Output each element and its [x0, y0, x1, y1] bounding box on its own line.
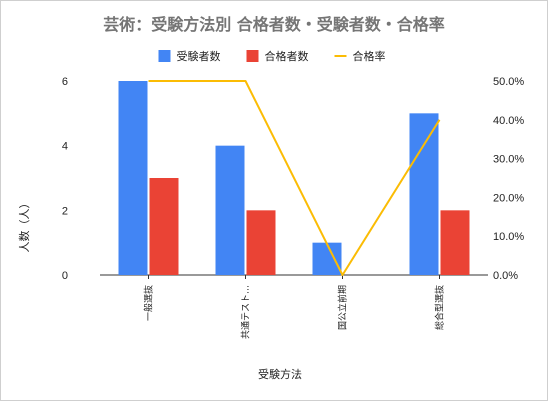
bar-examinees: [215, 145, 245, 275]
bars: [118, 81, 470, 275]
bar-passers: [246, 210, 276, 275]
x-tick-label: 総合型選抜: [434, 285, 446, 330]
y-tick-label: 4: [62, 141, 68, 153]
legend-item: 合格率: [334, 49, 386, 63]
legend-label: 受験者数: [177, 49, 221, 63]
x-axis-title: 受験方法: [258, 367, 302, 381]
bar-examinees: [312, 242, 342, 275]
y2-tick-label: 30.0%: [493, 154, 524, 166]
y-tick-label: 0: [62, 270, 68, 282]
y2-tick-label: 0.0%: [493, 270, 518, 282]
rate-line-path: [148, 80, 441, 276]
y2-tick-label: 40.0%: [493, 115, 524, 127]
y-axis-title: 人数（人）: [18, 198, 31, 253]
y-tick-label: 2: [62, 205, 68, 217]
legend-item: 合格者数: [246, 49, 309, 63]
axes: 0 2 4 6 0.0% 10.0% 20.0% 30.0% 40.0% 50.0% 一般選抜 共通テ…: [62, 76, 525, 339]
legend-swatch: [246, 50, 259, 62]
y2-tick-label: 20.0%: [493, 192, 524, 204]
legend: 受験者数 合格者数 合格率: [158, 49, 386, 63]
x-tick-label: 国公立前期: [337, 285, 349, 330]
y-tick-label: 6: [62, 76, 68, 88]
bar-examinees: [409, 113, 439, 275]
rate-line: [148, 80, 441, 276]
x-tick-label: 一般選抜: [143, 285, 155, 321]
bar-passers: [149, 178, 179, 275]
legend-item: 受験者数: [158, 49, 221, 63]
y2-tick-label: 10.0%: [493, 231, 524, 243]
bar-examinees: [118, 81, 148, 275]
legend-label: 合格率: [353, 49, 386, 63]
x-tick-label: 共通テスト…: [241, 285, 252, 339]
legend-label: 合格者数: [265, 49, 309, 63]
legend-swatch: [158, 50, 171, 62]
chart-title: 芸術：受験方法別 合格者数・受験者数・合格率: [103, 15, 445, 34]
y2-tick-label: 50.0%: [493, 76, 524, 88]
bar-passers: [440, 210, 470, 275]
